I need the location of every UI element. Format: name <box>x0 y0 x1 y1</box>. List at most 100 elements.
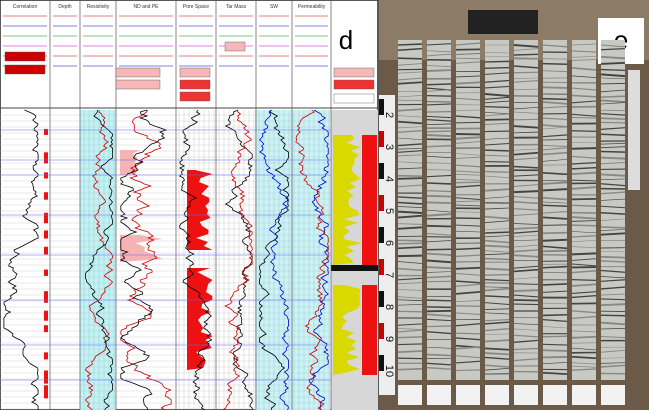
core-lamina <box>398 351 422 352</box>
core-lamina <box>601 315 625 316</box>
core-lamina <box>427 183 451 184</box>
track-title: Correlation <box>13 4 38 10</box>
core-lamina <box>427 355 451 356</box>
core-lamina <box>572 117 596 118</box>
core-lamina <box>543 344 567 345</box>
core-column <box>572 40 596 380</box>
panel-label: d <box>339 25 353 55</box>
ruler-label: 8 <box>383 304 395 310</box>
core-lamina <box>543 233 567 234</box>
header-box <box>180 80 210 89</box>
ruler-label: 7 <box>383 272 395 278</box>
core-lamina <box>543 189 567 190</box>
core-lamina <box>485 269 509 270</box>
core-lamina <box>601 70 625 71</box>
ruler-label: 2 <box>383 112 395 118</box>
core-lamina <box>572 131 596 132</box>
core-lamina <box>543 99 567 100</box>
core-tag <box>427 385 451 405</box>
core-lamina <box>514 54 538 55</box>
core-tag <box>572 385 596 405</box>
ruler-label: 5 <box>383 208 395 214</box>
core-column <box>543 40 567 380</box>
core-lamina <box>514 304 538 305</box>
header-box <box>334 80 374 89</box>
core-column <box>456 40 480 380</box>
core-lamina <box>398 358 422 359</box>
header-box <box>116 68 160 77</box>
core-tag <box>485 385 509 405</box>
core-lamina <box>427 96 451 97</box>
core-lamina <box>601 257 625 258</box>
core-lamina <box>543 205 567 206</box>
header-box <box>180 92 210 101</box>
core-lamina <box>398 178 422 179</box>
core-lamina <box>398 44 422 45</box>
core-lamina <box>427 112 451 113</box>
core-lamina <box>572 199 596 200</box>
marker <box>44 371 48 384</box>
core-lamina <box>485 246 509 247</box>
header-box <box>5 52 45 61</box>
track-title: Pore Space <box>183 4 209 10</box>
log-fill <box>362 135 377 265</box>
core-lamina <box>485 61 509 62</box>
track-title: ND and PE <box>133 4 159 10</box>
marker <box>44 230 48 238</box>
core-lamina <box>543 64 567 65</box>
ruler-label: 10 <box>383 365 395 377</box>
core-lamina <box>572 205 596 206</box>
core-tag <box>601 385 625 405</box>
header-box <box>334 68 374 77</box>
core-lamina <box>398 344 422 345</box>
marker <box>44 247 48 255</box>
core-lamina <box>601 63 625 64</box>
core-lamina <box>543 251 567 252</box>
core-lamina <box>543 350 567 351</box>
core-lamina <box>427 311 451 312</box>
header-box <box>180 68 210 77</box>
core-lamina <box>456 122 480 123</box>
core-lamina <box>572 225 596 226</box>
core-photo-panel: e 2345678910 <box>379 0 649 410</box>
core-lamina <box>572 253 596 254</box>
core-lamina <box>601 152 625 153</box>
track-title: Permeability <box>298 4 326 10</box>
core-tag <box>543 385 567 405</box>
core-tag <box>468 10 538 34</box>
core-lamina <box>485 68 509 69</box>
figure: d CorrelationDepthResistivityND and PEPo… <box>0 0 649 410</box>
core-lamina <box>485 259 509 260</box>
core-lamina <box>427 226 451 227</box>
lithology-band <box>331 265 378 271</box>
marker <box>44 172 48 178</box>
core-lamina <box>601 304 625 305</box>
marker <box>44 291 48 303</box>
core-lamina <box>572 280 596 281</box>
core-lamina <box>427 300 451 301</box>
marker <box>44 192 48 200</box>
marker <box>44 213 48 224</box>
core-lamina <box>543 284 567 285</box>
header-box <box>116 80 160 89</box>
core-lamina <box>398 311 422 312</box>
ruler-label: 9 <box>383 336 395 342</box>
core-tag <box>398 385 422 405</box>
track-title: Tar Mass <box>226 4 247 10</box>
core-lamina <box>601 83 625 84</box>
core-lamina <box>485 275 509 276</box>
core-lamina <box>427 131 451 132</box>
core-tag <box>514 385 538 405</box>
core-lamina <box>398 243 422 244</box>
header-box <box>334 94 374 103</box>
track-title: Depth <box>58 4 72 10</box>
header-box <box>5 65 45 74</box>
marker <box>44 152 48 163</box>
core-lamina <box>427 267 451 268</box>
core-lamina <box>456 306 480 307</box>
core-lamina <box>601 227 625 228</box>
core-lamina <box>427 84 451 85</box>
core-lamina <box>601 134 625 135</box>
core-lamina <box>456 333 480 334</box>
core-lamina <box>427 326 451 327</box>
